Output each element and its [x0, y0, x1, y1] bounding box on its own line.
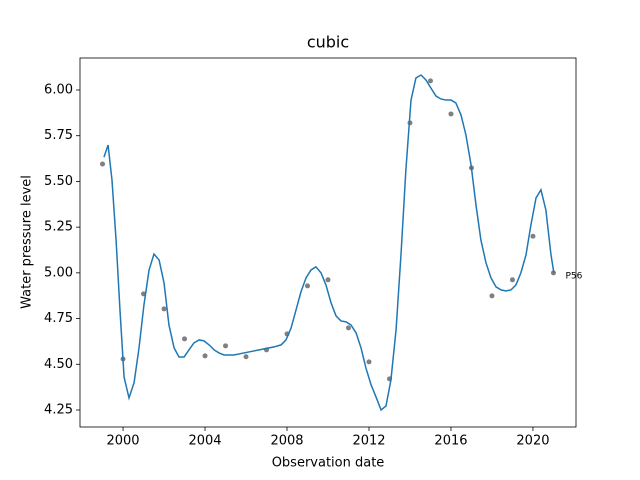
data-point [366, 359, 372, 365]
y-tick-label: 5.75 [44, 128, 73, 143]
plot-frame [79, 57, 577, 428]
y-tick-label: 5.50 [44, 174, 73, 189]
data-point [202, 353, 208, 359]
data-point [345, 325, 351, 331]
x-axis-label: Observation date [272, 456, 385, 471]
annotation: P56 [565, 271, 582, 281]
x-tick-label: 2012 [352, 434, 385, 449]
data-point [161, 306, 167, 312]
x-tick-label: 2000 [106, 434, 139, 449]
data-point [530, 233, 536, 239]
data-point [182, 336, 188, 342]
y-tick-label: 6.00 [44, 82, 73, 97]
y-tick-label: 4.25 [44, 402, 73, 417]
data-point [325, 277, 331, 283]
x-tick-label: 2008 [270, 434, 303, 449]
data-point [509, 277, 515, 283]
data-point [243, 354, 249, 360]
data-point [223, 343, 229, 349]
line [103, 74, 555, 412]
y-axis-label: Water pressure level [20, 175, 35, 309]
data-point [489, 293, 495, 299]
data-point [305, 283, 311, 289]
x-tick-label: 2020 [516, 434, 549, 449]
chart-title: cubic [307, 33, 349, 52]
x-tick-label: 2016 [434, 434, 467, 449]
x-tick-label: 2004 [188, 434, 221, 449]
data-point [427, 78, 433, 84]
y-tick-label: 5.00 [44, 265, 73, 280]
y-tick-label: 4.75 [44, 311, 73, 326]
data-point [100, 161, 106, 167]
y-tick-label: 5.25 [44, 220, 73, 235]
data-point [448, 111, 454, 117]
y-tick-label: 4.50 [44, 357, 73, 372]
